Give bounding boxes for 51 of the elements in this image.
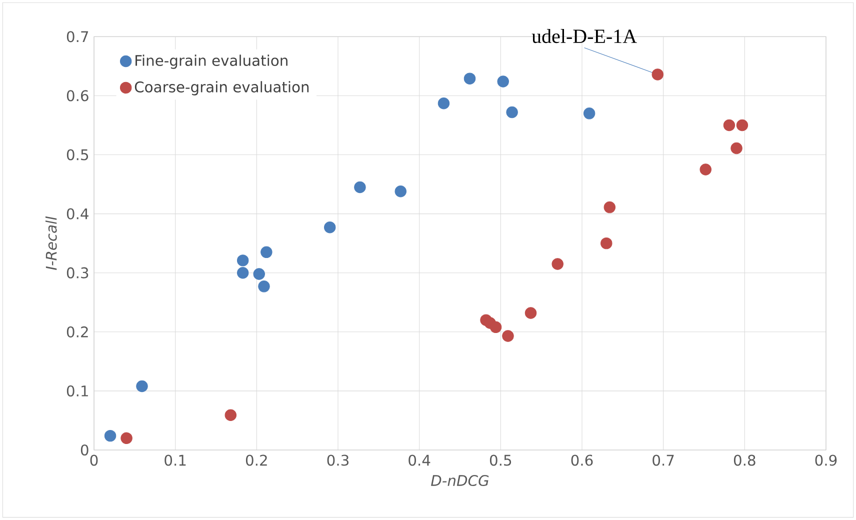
x-axis-title: D-nDCG [431,474,489,486]
y-tick-label: 0.3 [66,267,88,278]
point [700,164,712,176]
point [490,321,502,334]
point [260,246,272,258]
x-tick-label: 0.4 [408,454,430,466]
annotation: udel-D-E-1A [532,29,637,44]
point [236,254,249,266]
y-tick-label: 0.1 [66,385,88,396]
point [723,119,736,132]
point [497,76,509,88]
point [438,98,450,110]
point [604,201,616,214]
x-tick-label: 0.7 [652,454,674,466]
y-tick-label: 0.6 [66,90,88,102]
point [120,432,132,444]
point [253,268,265,280]
point [583,108,596,120]
point [258,280,270,292]
point [324,222,336,234]
y-tick-label: 0.4 [66,208,88,220]
legend-label: Coarse-grain evaluation [134,81,309,96]
x-tick-label: 0.6 [571,454,593,466]
point [600,237,612,250]
point [464,72,476,84]
x-tick-label: 0 [90,454,98,466]
point [354,181,366,194]
y-axis-title: I-Recall [45,216,57,270]
y-tick-label: 0.7 [66,31,88,42]
x-tick-label: 0.3 [327,454,348,466]
x-tick-label: 0.9 [815,454,837,466]
x-tick-label: 0.1 [164,454,186,466]
point [652,68,664,80]
y-tick-label: 0.5 [66,149,88,160]
point [236,266,249,279]
point [524,307,537,319]
legend-label: Fine-grain evaluation [136,54,288,69]
point [224,409,237,422]
x-tick-label: 0.5 [490,454,512,466]
point [104,430,116,442]
point [730,142,742,154]
x-tick-label: 0.8 [734,454,756,466]
point [136,380,148,392]
y-tick-label: 0.2 [66,326,88,338]
y-tick-label: 0 [80,444,88,456]
point [506,106,518,118]
point [736,119,748,132]
x-tick-label: 0.2 [246,454,267,466]
point [552,258,564,270]
point [502,330,514,342]
point [394,185,406,198]
